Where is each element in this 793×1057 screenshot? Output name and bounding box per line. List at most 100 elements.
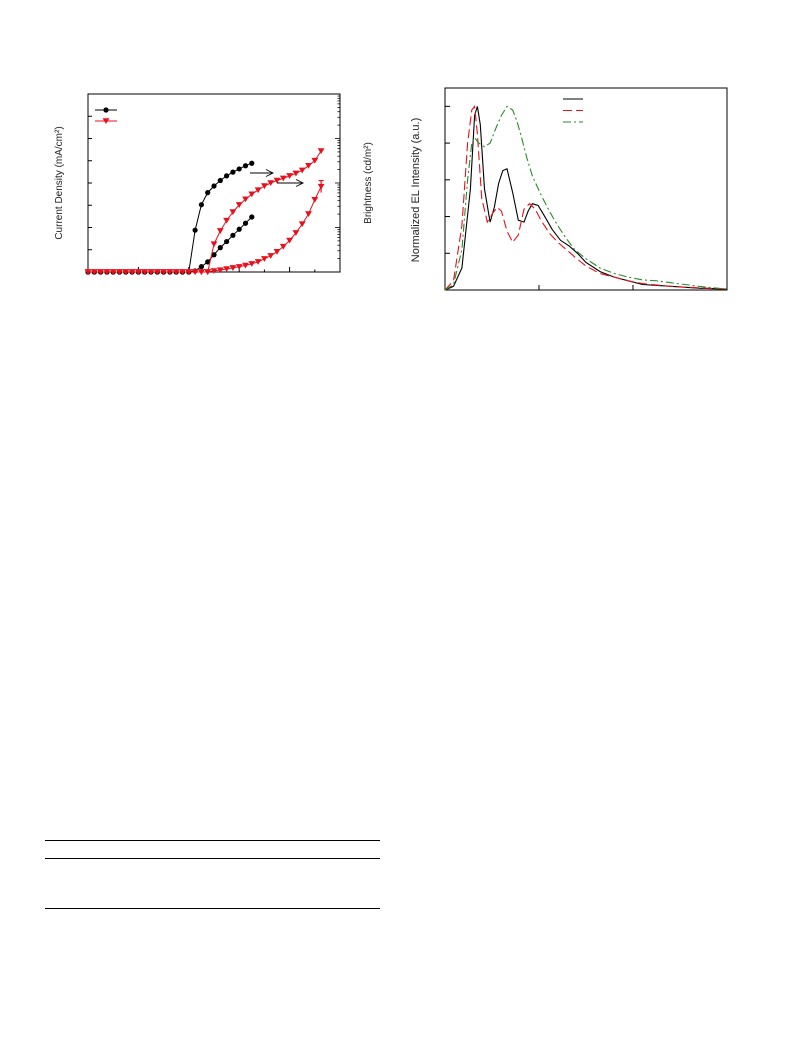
jvl-data-point: [191, 269, 199, 276]
jvl-data-point: [135, 269, 142, 276]
el-series-line-2: [444, 105, 728, 291]
jvl-data-point: [172, 269, 180, 276]
jvl-data-point: [305, 211, 312, 218]
jvl-data-point: [235, 202, 243, 208]
jvl-data-point: [210, 241, 218, 248]
jvl-data-point: [305, 163, 312, 169]
jvl-data-point: [298, 167, 306, 174]
jvl-data-point: [122, 269, 130, 276]
jvl-chart-marks: [84, 107, 325, 276]
jvl-data-point: [242, 163, 249, 169]
jvl-data-point: [235, 264, 243, 270]
jvl-data-point: [147, 269, 155, 276]
jvl-data-point: [217, 245, 223, 251]
jvl-data-point: [236, 166, 242, 172]
jvl-data-point: [141, 269, 149, 276]
jvl-data-point: [205, 259, 211, 265]
jvl-data-point: [298, 221, 306, 228]
jvl-data-point: [248, 261, 256, 267]
jvl-chart: Current Density (mA/cm²) Brightness (cd/…: [54, 93, 374, 276]
jvl-data-point: [217, 177, 223, 184]
jvl-data-point: [224, 238, 230, 245]
jvl-data-point: [317, 148, 325, 155]
jvl-data-point: [90, 269, 98, 276]
jvl-series-1: [85, 214, 255, 275]
jvl-data-point: [254, 187, 262, 194]
jvl-data-point: [128, 269, 136, 276]
jvl-data-point: [229, 209, 237, 216]
jvl-data-point: [242, 262, 249, 269]
jvl-data-point: [192, 227, 198, 233]
el-series-line-1: [444, 104, 728, 291]
el-intensity-axis-label: Normalized EL Intensity (a.u.): [410, 118, 422, 262]
jvl-data-point: [223, 266, 230, 273]
jvl-data-point: [279, 175, 287, 182]
table-bottom-rule: [45, 908, 380, 909]
current-density-axis-label: Current Density (mA/cm²): [54, 126, 65, 239]
jvl-data-point: [84, 269, 92, 276]
jvl-data-point: [211, 252, 217, 258]
el-chart-marks: [444, 98, 728, 291]
jvl-data-point: [273, 248, 281, 255]
jvl-data-point: [292, 230, 300, 236]
jvl-data-point: [116, 269, 123, 276]
jvl-data-point: [223, 217, 230, 224]
jvl-data-point: [267, 253, 275, 259]
jvl-series-line: [88, 150, 322, 273]
jvl-data-point: [311, 197, 319, 203]
jvl-data-point: [210, 268, 218, 274]
brightness-axis-label: Brightness (cd/m²): [363, 142, 374, 224]
jvl-data-point: [261, 256, 268, 262]
jvl-data-point: [273, 177, 281, 184]
jvl-data-point: [230, 232, 236, 238]
jvl-data-point: [242, 196, 249, 203]
jvl-data-point: [224, 173, 230, 179]
jvl-data-point: [249, 160, 255, 166]
jvl-data-point: [292, 170, 300, 177]
el-legend: [563, 98, 583, 123]
el-series-line-0: [444, 106, 728, 291]
jvl-data-point: [198, 264, 204, 270]
jvl-data-point: [230, 169, 236, 175]
el-chart-axes: [444, 87, 728, 291]
jvl-data-point: [261, 183, 268, 190]
jvl-data-point: [254, 259, 262, 265]
jvl-data-point: [103, 269, 111, 276]
el-plot-frame: [444, 87, 728, 291]
jvl-data-point: [216, 267, 224, 274]
jvl-data-point: [242, 220, 249, 226]
jvl-data-point: [179, 269, 186, 276]
jvl-legend-marker-1: [102, 118, 110, 125]
jvl-data-point: [166, 269, 174, 276]
jvl-data-point: [109, 269, 117, 276]
jvl-data-point: [153, 269, 161, 276]
jvl-data-point: [198, 202, 204, 208]
jvl-data-point: [185, 269, 193, 276]
jvl-data-point: [236, 226, 242, 232]
black-brightness-arrow-head: [265, 169, 275, 177]
jvl-data-point: [198, 269, 205, 276]
jvl-data-point: [205, 190, 211, 196]
jvl-data-point: [267, 180, 275, 187]
jvl-data-point: [248, 191, 256, 198]
jvl-data-point: [204, 269, 212, 276]
red-brightness-arrow-head: [295, 179, 305, 187]
table-top-rule: [45, 840, 380, 841]
jvl-data-point: [286, 173, 293, 179]
jvl-data-point: [211, 183, 217, 189]
jvl-data-point: [97, 269, 104, 276]
jvl-data-point: [216, 228, 224, 234]
jvl-legend-marker-0: [103, 107, 109, 113]
jvl-series-line: [88, 216, 253, 273]
jvl-series-3: [84, 148, 325, 276]
jvl-legend: [95, 107, 117, 125]
jvl-series-line: [88, 162, 252, 273]
jvl-data-point: [311, 157, 319, 164]
jvl-data-point: [229, 265, 237, 271]
jvl-series-2: [84, 183, 325, 276]
jvl-data-point: [249, 214, 255, 220]
jvl-data-point: [160, 269, 167, 276]
table-header-rule: [45, 858, 380, 859]
jvl-data-point: [279, 243, 287, 250]
